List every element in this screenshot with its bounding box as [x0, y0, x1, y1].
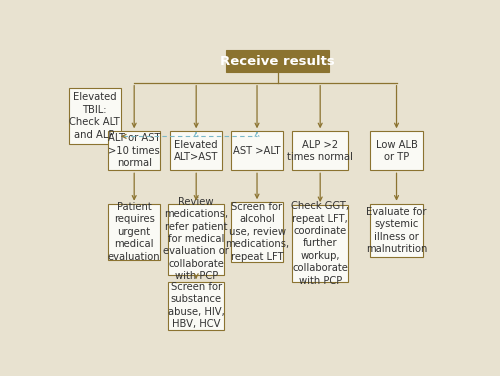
- FancyBboxPatch shape: [226, 50, 329, 72]
- FancyBboxPatch shape: [370, 131, 422, 170]
- Text: Patient
requires
urgent
medical
evaluation: Patient requires urgent medical evaluati…: [108, 202, 160, 262]
- Text: ALT or AST
>10 times
normal: ALT or AST >10 times normal: [108, 133, 160, 168]
- Text: Evaluate for
systemic
illness or
malnutrition: Evaluate for systemic illness or malnutr…: [366, 207, 427, 254]
- FancyBboxPatch shape: [168, 204, 224, 274]
- Text: Receive results: Receive results: [220, 55, 335, 68]
- FancyBboxPatch shape: [370, 204, 422, 257]
- Text: Screen for
substance
abuse, HIV,
HBV, HCV: Screen for substance abuse, HIV, HBV, HC…: [168, 282, 224, 329]
- FancyBboxPatch shape: [108, 131, 160, 170]
- Text: Low ALB
or TP: Low ALB or TP: [376, 139, 418, 162]
- FancyBboxPatch shape: [231, 202, 283, 262]
- FancyBboxPatch shape: [68, 88, 121, 144]
- Text: AST >ALT: AST >ALT: [234, 146, 281, 156]
- Text: Review
medications,
refer patient
for medical
evaluation or
collaborate
with PCP: Review medications, refer patient for me…: [163, 197, 229, 281]
- FancyBboxPatch shape: [108, 204, 160, 260]
- FancyBboxPatch shape: [292, 131, 348, 170]
- FancyBboxPatch shape: [170, 131, 222, 170]
- FancyBboxPatch shape: [168, 282, 224, 330]
- FancyBboxPatch shape: [231, 131, 283, 170]
- FancyBboxPatch shape: [292, 205, 348, 282]
- Text: Check GGT,
repeat LFT,
coordinate
further
workup,
collaborate
with PCP: Check GGT, repeat LFT, coordinate furthe…: [291, 201, 349, 286]
- Text: Elevated
ALT>AST: Elevated ALT>AST: [174, 139, 218, 162]
- Text: Elevated
TBIL:
Check ALT
and ALP: Elevated TBIL: Check ALT and ALP: [70, 92, 120, 139]
- Text: ALP >2
times normal: ALP >2 times normal: [287, 139, 353, 162]
- Text: Screen for
alcohol
use, review
medications,
repeat LFT: Screen for alcohol use, review medicatio…: [225, 202, 289, 262]
